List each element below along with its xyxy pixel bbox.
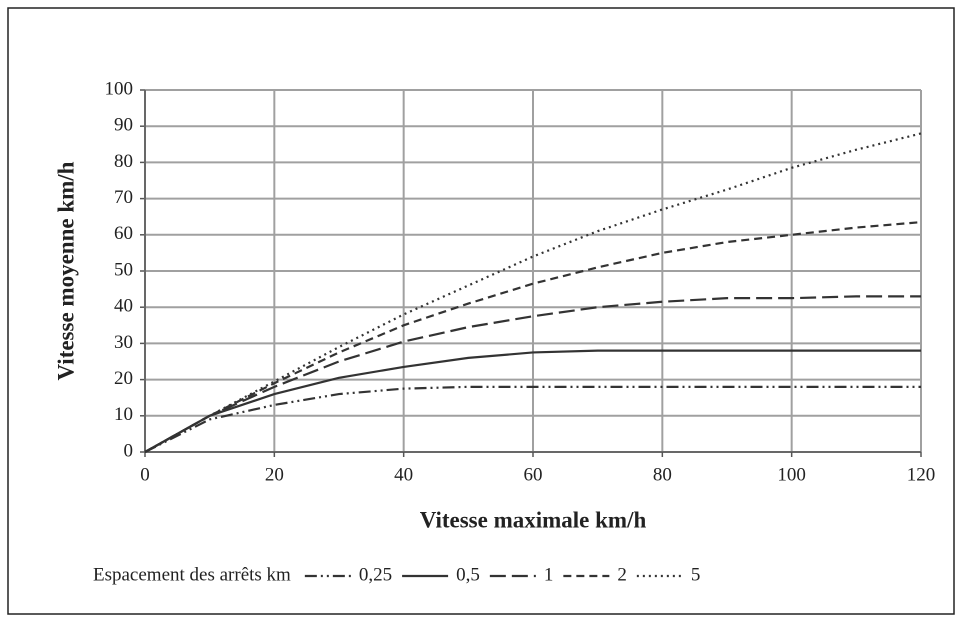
series-line [144, 221, 922, 453]
y-tick-label: 0 [124, 440, 134, 461]
x-tick-label: 20 [265, 464, 284, 485]
y-tick-label: 20 [114, 368, 133, 389]
frame [7, 7, 955, 615]
x-tick-label: 100 [777, 464, 806, 485]
x-tick-label: 60 [524, 464, 543, 485]
series-line [144, 132, 922, 453]
series-line [144, 385, 921, 453]
y-tick-label: 50 [114, 259, 133, 280]
y-tick-label: 60 [114, 223, 133, 244]
series-line [144, 349, 921, 453]
y-tick-label: 30 [114, 332, 133, 353]
y-tick-label: 10 [114, 404, 133, 425]
y-axis-title: Vitesse moyenne km/h [53, 161, 78, 380]
y-tick-label: 70 [114, 187, 133, 208]
legend-label: 0,25 [359, 564, 392, 585]
legend-label: 0,5 [456, 564, 480, 585]
y-tick-label: 100 [105, 78, 134, 99]
legend-title: Espacement des arrêts km [93, 564, 291, 585]
legend-label: 5 [691, 564, 701, 585]
x-tick-label: 80 [653, 464, 672, 485]
x-tick-label: 40 [394, 464, 413, 485]
x-tick-label: 0 [140, 464, 150, 485]
y-tick-label: 90 [114, 115, 133, 136]
series-line [144, 295, 921, 453]
y-tick-label: 40 [114, 296, 133, 317]
legend-label: 2 [617, 564, 627, 585]
x-axis-title: Vitesse maximale km/h [420, 507, 647, 532]
x-tick-label: 120 [907, 464, 936, 485]
y-tick-label: 80 [114, 151, 133, 172]
legend-label: 1 [544, 564, 554, 585]
